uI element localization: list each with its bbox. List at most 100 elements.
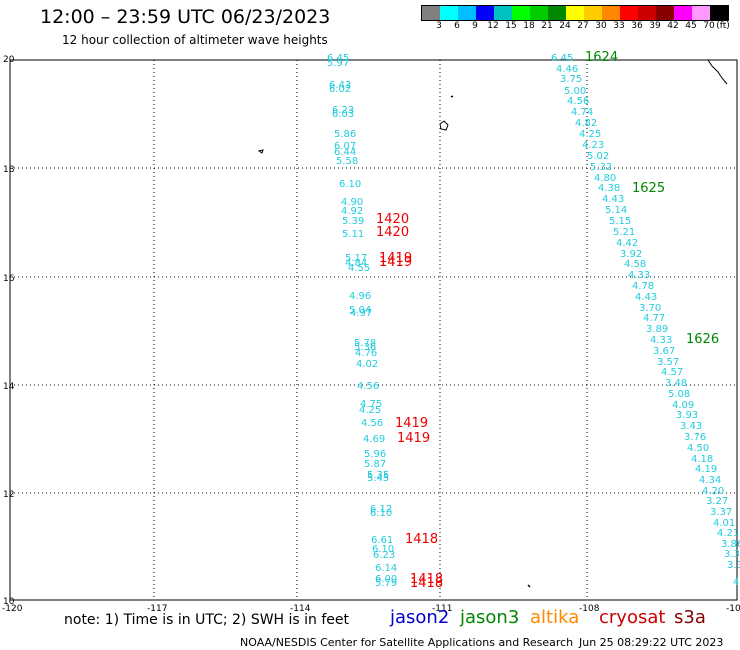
lon-tick-label: -108 bbox=[579, 604, 600, 614]
swh-value-label: 5.79 bbox=[375, 578, 397, 589]
swh-value-label: 3.37 bbox=[710, 507, 732, 518]
swh-value-label: 5.08 bbox=[668, 389, 690, 400]
swh-value-label: 5.17 bbox=[345, 253, 367, 264]
swh-value-label: 4.33 bbox=[650, 335, 672, 346]
swh-value-label: 3.92 bbox=[620, 249, 642, 260]
swh-value-label: 5.21 bbox=[613, 227, 635, 238]
swh-value-label: 5.00 bbox=[564, 86, 586, 97]
legend-swatch bbox=[638, 6, 656, 20]
swh-value-label: 4.34 bbox=[699, 475, 721, 486]
swh-value-label: 4.02 bbox=[356, 359, 378, 370]
pass-time-label: 1420 bbox=[376, 212, 409, 227]
lat-tick-label: 16 bbox=[3, 274, 15, 284]
footer-note: note: 1) Time is in UTC; 2) SWH is in fe… bbox=[64, 612, 350, 628]
swh-value-label: 4.25 bbox=[359, 405, 381, 416]
swh-value-label: 6.02 bbox=[329, 84, 351, 95]
legend-swatch bbox=[602, 6, 620, 20]
legend-tick-label: 45 bbox=[685, 21, 697, 31]
land-features bbox=[257, 59, 728, 588]
pass-time-label: 1418 bbox=[410, 576, 443, 591]
swh-value-label: 4.42 bbox=[616, 238, 638, 249]
legend-tick-label: 27 bbox=[577, 21, 589, 31]
swh-value-label: 6.43 bbox=[329, 80, 351, 91]
pass-time-label: 1625 bbox=[632, 181, 665, 196]
legend-swatch bbox=[476, 6, 494, 20]
swh-value-label: 5.11 bbox=[342, 229, 364, 240]
swh-value-label: 3.3 bbox=[724, 549, 740, 560]
pass-time-label: 1419 bbox=[397, 431, 430, 446]
pass-time-label: 1624 bbox=[585, 50, 618, 65]
swh-value-label: 5.86 bbox=[334, 129, 356, 140]
legend-tick-label: 18 bbox=[523, 21, 535, 31]
track-left: 6.455.976.436.026.236.035.866.076.445.58… bbox=[327, 53, 443, 591]
legend-tick-label: 21 bbox=[541, 21, 553, 31]
swh-value-label: 3.93 bbox=[676, 410, 698, 421]
swh-value-label: 6.10 bbox=[372, 544, 394, 555]
legend-tick-label: 30 bbox=[595, 21, 607, 31]
swh-value-label: 6.23 bbox=[373, 550, 395, 561]
swh-value-label: 6.10 bbox=[370, 508, 392, 519]
swh-value-label: 6.14 bbox=[375, 563, 397, 574]
pass-time-label: 1418 bbox=[405, 532, 438, 547]
swh-value-label: 3.3 bbox=[727, 560, 740, 571]
swh-value-label: 4.38 bbox=[598, 183, 620, 194]
swh-value-label: 4.43 bbox=[635, 292, 657, 303]
legend-swatch bbox=[494, 6, 512, 20]
legend-swatch bbox=[692, 6, 710, 20]
legend-tick-label: 9 bbox=[472, 21, 478, 31]
lon-tick-label: -111 bbox=[432, 604, 452, 614]
swh-value-label: 4.09 bbox=[672, 400, 694, 411]
legend-tick-label: 42 bbox=[667, 21, 679, 31]
swh-value-label: 4.90 bbox=[341, 197, 363, 208]
legend-swatch bbox=[458, 6, 476, 20]
lat-tick-label: 10 bbox=[3, 597, 15, 607]
swh-value-label: 4.56 bbox=[567, 96, 589, 107]
swh-value-label: 5.14 bbox=[605, 205, 627, 216]
swh-value-label: 4.46 bbox=[556, 64, 578, 75]
swh-value-label: 6.07 bbox=[334, 141, 356, 152]
swh-value-label: 5.02 bbox=[587, 151, 609, 162]
pass-time-label: 1419 bbox=[379, 251, 412, 266]
legend-swatch bbox=[674, 6, 692, 20]
legend-swatch bbox=[548, 6, 566, 20]
legend-swatch bbox=[566, 6, 584, 20]
legend-unit: (ft) bbox=[716, 21, 730, 31]
swh-value-label: 4.01 bbox=[713, 518, 735, 529]
color-scale-legend bbox=[421, 5, 729, 21]
legend-swatch bbox=[584, 6, 602, 20]
legend-swatch bbox=[512, 6, 530, 20]
swh-value-label: 3.75 bbox=[560, 74, 582, 85]
legend-swatch bbox=[656, 6, 674, 20]
swh-value-label: 6.61 bbox=[371, 535, 393, 546]
island-small-2 bbox=[450, 95, 454, 98]
legend-swatch bbox=[710, 6, 728, 20]
swh-value-label: 4.75 bbox=[360, 399, 382, 410]
pass-time-label: 1626 bbox=[686, 332, 719, 347]
footer-timestamp: Jun 25 08:29:22 UTC 2023 bbox=[579, 636, 724, 649]
swh-value-label: 5.45 bbox=[367, 473, 389, 484]
swh-value-label: 6.03 bbox=[332, 109, 354, 120]
swh-value-label: 5.35 bbox=[367, 470, 389, 481]
swh-value-label: 4.80 bbox=[594, 173, 616, 184]
swh-value-label: 3.43 bbox=[680, 421, 702, 432]
swh-value-label: 3.27 bbox=[706, 496, 728, 507]
swh-value-label: 4.43 bbox=[602, 194, 624, 205]
page-title: 12:00 – 23:59 UTC 06/23/2023 bbox=[40, 6, 331, 28]
swh-value-label: 4.57 bbox=[661, 367, 683, 378]
sat-s3a-label: s3a bbox=[674, 607, 706, 628]
island-small-1 bbox=[257, 149, 264, 154]
swh-value-label: 5.39 bbox=[342, 216, 364, 227]
map-frame bbox=[9, 59, 738, 601]
swh-value-label: 5.78 bbox=[354, 338, 376, 349]
pass-time-label: 1420 bbox=[376, 225, 409, 240]
legend-tick-label: 3 bbox=[436, 21, 442, 31]
lat-tick-label: 12 bbox=[3, 490, 14, 500]
swh-value-label: 5.87 bbox=[364, 459, 386, 470]
swh-value-label: 4.56 bbox=[357, 381, 379, 392]
swh-value-label: 5.96 bbox=[364, 449, 386, 460]
pass-time-label: 1419 bbox=[379, 255, 412, 270]
swh-value-label: 4.33 bbox=[628, 270, 650, 281]
sat-jason2-label: jason2 bbox=[390, 607, 450, 628]
swh-value-label: 5.36 bbox=[354, 342, 376, 353]
